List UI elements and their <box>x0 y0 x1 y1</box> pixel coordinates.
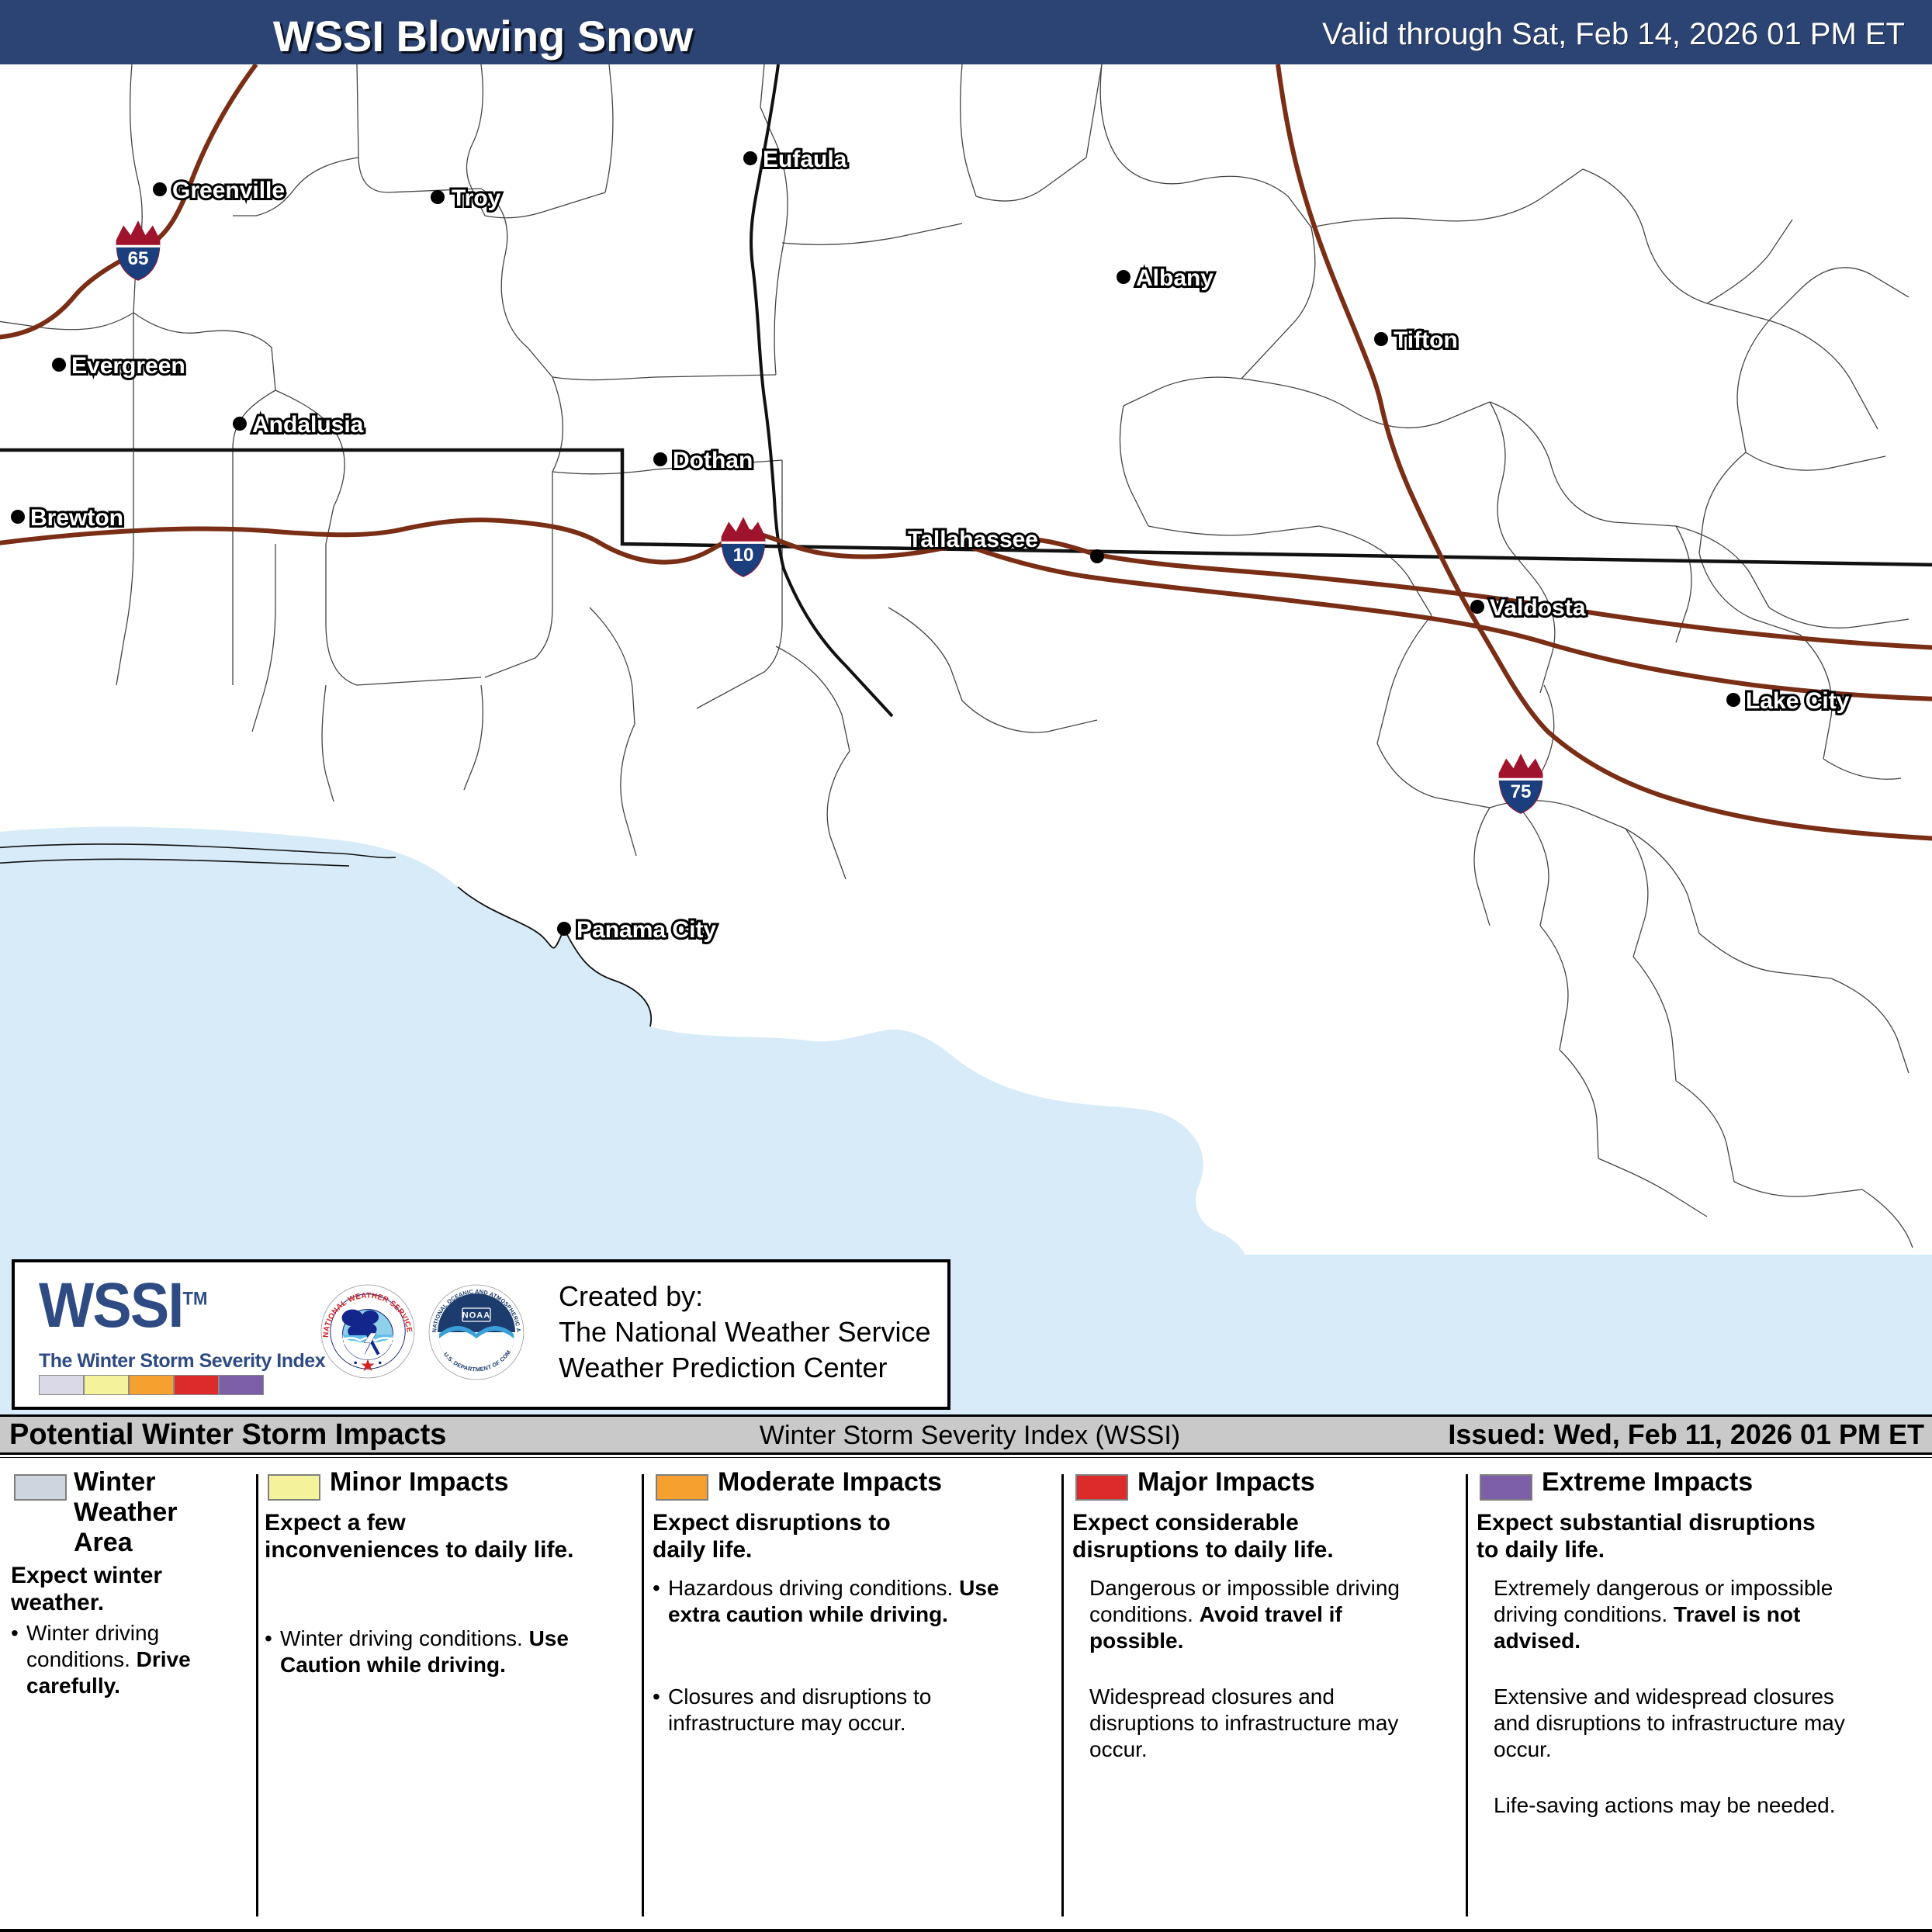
svg-text:Valdosta: Valdosta <box>1490 595 1586 621</box>
svg-text:Greenville: Greenville <box>172 178 285 203</box>
svg-text:Troy: Troy <box>452 185 501 211</box>
svg-text:65: 65 <box>128 248 149 269</box>
svg-text:Lake City: Lake City <box>1746 688 1850 714</box>
svg-text:Panama City: Panama City <box>576 917 716 943</box>
svg-text:Evergreen: Evergreen <box>71 353 185 379</box>
svg-text:Andalusia: Andalusia <box>252 412 364 438</box>
svg-text:Tifton: Tifton <box>1394 327 1458 353</box>
svg-text:Albany: Albany <box>1136 265 1214 291</box>
svg-text:Eufaula: Eufaula <box>763 147 847 172</box>
svg-text:75: 75 <box>1511 781 1532 802</box>
svg-text:Brewton: Brewton <box>30 505 123 531</box>
svg-text:Tallahassee: Tallahassee <box>908 527 1038 552</box>
svg-text:10: 10 <box>733 545 754 566</box>
svg-text:NOAA: NOAA <box>462 1311 490 1321</box>
svg-text:Dothan: Dothan <box>673 448 753 473</box>
